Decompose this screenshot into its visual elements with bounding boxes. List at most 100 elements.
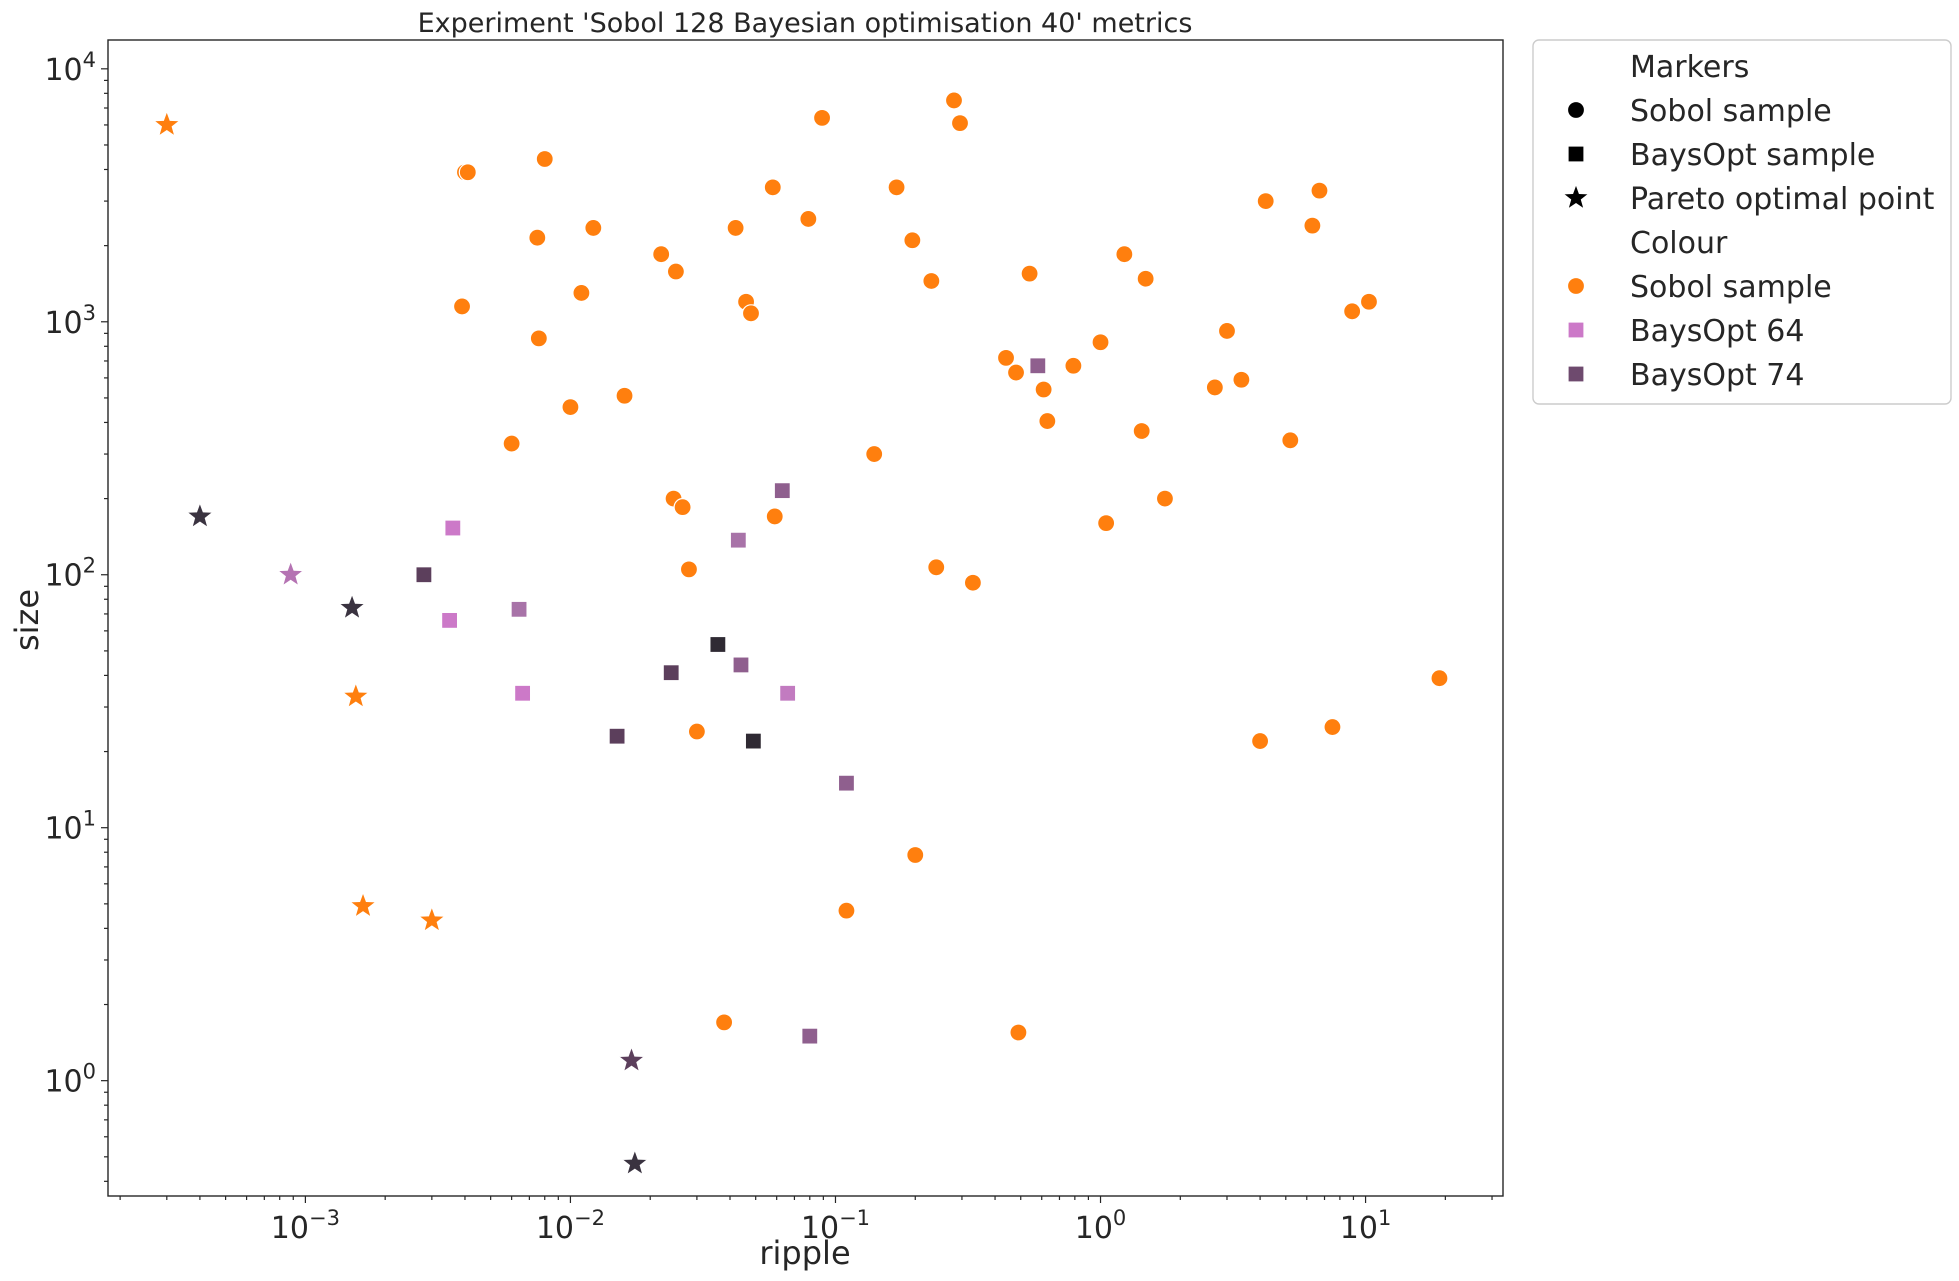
legend-header: Colour bbox=[1630, 226, 1728, 261]
sobol-point bbox=[927, 558, 946, 577]
baysopt-point bbox=[801, 1027, 819, 1045]
sobol-point bbox=[1034, 380, 1053, 399]
pareto-point bbox=[620, 1148, 650, 1176]
baysopt-point bbox=[662, 664, 680, 682]
legend-marker bbox=[1567, 145, 1585, 163]
x-axis-title: ripple bbox=[759, 1234, 850, 1272]
sobol-point bbox=[529, 329, 548, 348]
pareto-point bbox=[341, 681, 371, 709]
sobol-point bbox=[1132, 421, 1151, 441]
sobol-point bbox=[1155, 489, 1175, 508]
legend-label: BaysOpt 64 bbox=[1630, 314, 1804, 349]
y-tick-label: 103 bbox=[44, 301, 96, 341]
sobol-point bbox=[1256, 191, 1275, 211]
legend-label: BaysOpt 74 bbox=[1630, 358, 1804, 393]
baysopt-point bbox=[773, 482, 791, 500]
legend-label: Sobol sample bbox=[1630, 94, 1832, 129]
sobol-point bbox=[950, 114, 970, 133]
sobol-point bbox=[799, 209, 818, 229]
baysopt-point bbox=[729, 531, 747, 549]
y-tick-label: 102 bbox=[44, 554, 96, 594]
y-tick-label: 104 bbox=[44, 48, 96, 88]
data-points bbox=[152, 91, 1449, 1176]
plot-area bbox=[107, 39, 1504, 1197]
sobol-point bbox=[1250, 731, 1270, 751]
x-tick-label: 10−1 bbox=[801, 1206, 870, 1246]
sobol-point bbox=[1038, 411, 1057, 431]
sobol-point bbox=[741, 304, 761, 323]
sobol-point bbox=[903, 231, 922, 250]
baysopt-point bbox=[440, 611, 459, 629]
sobol-point bbox=[1323, 717, 1342, 737]
sobol-point bbox=[528, 228, 547, 247]
sobol-point bbox=[906, 845, 925, 865]
sobol-point bbox=[572, 283, 591, 303]
sobol-point bbox=[1091, 333, 1110, 352]
x-tick-label: 10−2 bbox=[536, 1206, 605, 1246]
baysopt-point bbox=[744, 732, 762, 750]
sobol-point bbox=[963, 573, 983, 592]
sobol-point bbox=[887, 178, 906, 197]
baysopt-point bbox=[514, 684, 532, 702]
pareto-point bbox=[348, 891, 378, 919]
legend-marker bbox=[1567, 321, 1585, 339]
baysopt-point bbox=[837, 774, 856, 792]
axis-ticks: 10−3 10−2 10−1 100 101 100 101 102 103 104 bbox=[44, 48, 1493, 1246]
sobol-point bbox=[944, 91, 964, 110]
sobol-point bbox=[1205, 378, 1224, 397]
sobol-point bbox=[615, 386, 634, 405]
sobol-point bbox=[715, 1013, 734, 1032]
pareto-point bbox=[417, 905, 447, 933]
sobol-point bbox=[812, 108, 832, 127]
legend-marker bbox=[1561, 183, 1591, 211]
sobol-point bbox=[1430, 669, 1449, 688]
sobol-point bbox=[763, 178, 782, 197]
x-tick-label: 101 bbox=[1340, 1206, 1392, 1246]
legend-marker bbox=[1566, 100, 1586, 120]
pareto-point bbox=[185, 501, 215, 529]
sobol-point bbox=[1343, 302, 1362, 321]
sobol-point bbox=[726, 218, 745, 238]
legend-label: BaysOpt sample bbox=[1630, 138, 1875, 173]
legend-label: Sobol sample bbox=[1630, 270, 1832, 305]
baysopt-point bbox=[732, 656, 750, 674]
chart-title: Experiment 'Sobol 128 Bayesian optimisat… bbox=[418, 8, 1193, 39]
legend-marker bbox=[1567, 365, 1585, 383]
sobol-point bbox=[673, 498, 692, 517]
sobol-point bbox=[687, 722, 706, 741]
baysopt-point bbox=[608, 727, 626, 745]
sobol-point bbox=[1064, 356, 1083, 375]
sobol-point bbox=[458, 163, 477, 182]
baysopt-point bbox=[444, 519, 462, 537]
sobol-point bbox=[535, 149, 554, 169]
sobol-point bbox=[1020, 264, 1039, 283]
baysopt-point bbox=[415, 566, 433, 584]
sobol-point bbox=[1310, 181, 1329, 200]
pareto-point bbox=[617, 1045, 646, 1073]
legend-frame bbox=[1532, 39, 1952, 405]
x-tick-label: 100 bbox=[1075, 1206, 1127, 1246]
legend-label: Pareto optimal point bbox=[1630, 182, 1935, 217]
sobol-point bbox=[865, 444, 884, 464]
sobol-point bbox=[1009, 1023, 1028, 1042]
x-tick-label: 10−3 bbox=[271, 1206, 340, 1246]
baysopt-point bbox=[510, 600, 528, 618]
sobol-point bbox=[922, 271, 941, 291]
baysopt-point bbox=[709, 635, 727, 654]
pareto-point bbox=[337, 592, 367, 620]
pareto-point bbox=[276, 559, 305, 587]
sobol-point bbox=[1232, 370, 1251, 389]
sobol-point bbox=[1136, 269, 1155, 288]
sobol-point bbox=[765, 507, 784, 526]
sobol-point bbox=[1303, 216, 1322, 235]
y-tick-label: 100 bbox=[44, 1060, 96, 1100]
sobol-point bbox=[666, 262, 686, 281]
baysopt-point bbox=[779, 684, 797, 702]
sobol-point bbox=[652, 245, 671, 264]
pareto-point bbox=[152, 109, 182, 138]
sobol-point bbox=[837, 901, 856, 920]
sobol-point bbox=[1281, 431, 1300, 450]
y-axis-title: size bbox=[8, 589, 46, 651]
sobol-point bbox=[1115, 245, 1134, 264]
